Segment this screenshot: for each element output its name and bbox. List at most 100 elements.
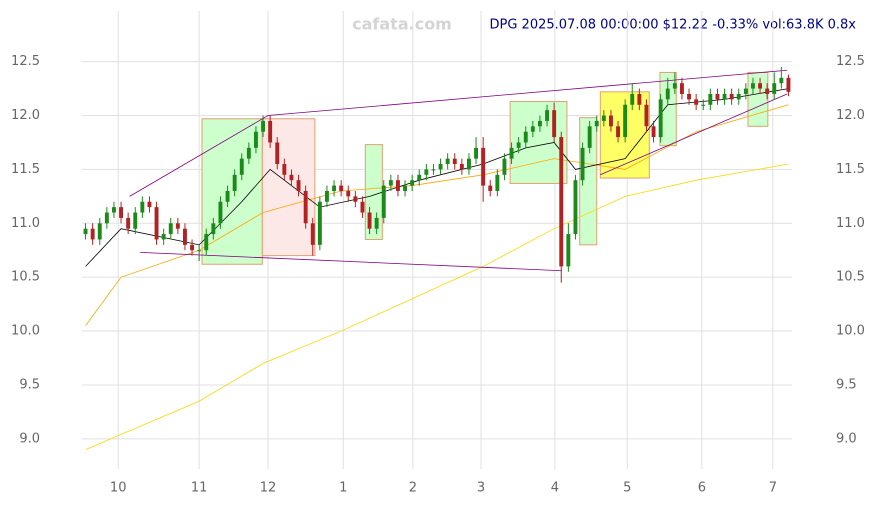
candle-body — [708, 93, 713, 105]
candle-body — [246, 147, 251, 159]
candle-body — [268, 120, 273, 143]
candle-body — [232, 174, 237, 191]
box — [201, 118, 263, 265]
candle-body — [502, 158, 507, 175]
x-tick-label: 12 — [260, 481, 277, 496]
candle-body — [111, 207, 116, 213]
candle-body — [779, 77, 784, 84]
candle-body — [665, 88, 670, 100]
candle-body — [679, 83, 684, 94]
candle-body — [651, 126, 656, 138]
candle-body — [530, 126, 535, 132]
candle-body — [310, 223, 315, 245]
y-tick-label: 11.5 — [11, 162, 40, 177]
candle-body — [608, 115, 613, 127]
trend-line — [129, 69, 788, 197]
candle-body — [644, 104, 649, 127]
candle-body — [736, 93, 741, 100]
y-tick-label-right: 10.5 — [836, 270, 865, 285]
candle-body — [175, 223, 180, 229]
candle-body — [190, 244, 195, 251]
candle-body — [324, 190, 329, 202]
candle-body — [722, 93, 727, 100]
candle-body — [559, 137, 564, 267]
candle-body — [481, 147, 486, 186]
candle-body — [537, 120, 542, 127]
trend-line — [140, 251, 562, 272]
candle-body — [253, 131, 258, 148]
x-tick-label: 5 — [623, 481, 631, 496]
candle-body — [459, 164, 464, 170]
candle-body — [743, 88, 748, 94]
candle-body — [466, 158, 471, 170]
candle-body — [353, 196, 358, 202]
candle-body — [410, 180, 415, 186]
y-tick-label: 10.5 — [11, 270, 40, 285]
candle-body — [367, 212, 372, 229]
candle-body — [474, 147, 479, 159]
candle-body — [452, 158, 457, 165]
candle-body — [672, 83, 677, 89]
moving-average — [85, 163, 789, 450]
candle-body — [97, 223, 102, 240]
candle-body — [261, 120, 266, 132]
candle-body — [573, 180, 578, 235]
candle-body — [715, 93, 720, 100]
candle-body — [580, 147, 585, 181]
y-tick-label: 12.0 — [11, 108, 40, 123]
candle-body — [601, 115, 606, 121]
candle-body — [552, 110, 557, 138]
candle-body — [523, 131, 528, 143]
candle-body — [786, 77, 791, 92]
candle-body — [218, 201, 223, 224]
candle-body — [332, 185, 337, 191]
candle-body — [168, 223, 173, 235]
candle-body — [417, 174, 422, 181]
candle-body — [594, 120, 599, 127]
candle-body — [90, 228, 95, 240]
candle-body — [424, 169, 429, 175]
candle-body — [729, 93, 734, 100]
y-tick-label-right: 12.0 — [836, 108, 865, 123]
candle-body — [388, 180, 393, 186]
trend-line — [600, 93, 788, 176]
candle-body — [395, 180, 400, 191]
candle-body — [687, 93, 692, 100]
candle-body — [275, 142, 280, 165]
x-tick-label: 10 — [110, 481, 127, 496]
chart-title: DPG 2025.07.08 00:00:00 $12.22 -0.33% vo… — [490, 18, 857, 33]
y-tick-label: 10.0 — [11, 324, 40, 339]
watermark: cafata.com — [352, 15, 452, 34]
candle-body — [658, 99, 663, 138]
candle-body — [616, 126, 621, 138]
y-tick-label-right: 9.0 — [836, 431, 857, 446]
candle-body — [161, 234, 166, 240]
y-tick-label: 9.0 — [19, 431, 40, 446]
candle-body — [154, 207, 159, 240]
candle-body — [545, 110, 550, 121]
candle-body — [694, 99, 699, 105]
candle-body — [488, 185, 493, 191]
candle-body — [637, 93, 642, 105]
candle-body — [765, 88, 770, 94]
candle-body — [239, 158, 244, 175]
candle-body — [566, 234, 571, 267]
x-tick-label: 6 — [698, 481, 706, 496]
x-tick-label: 7 — [769, 481, 777, 496]
candle-body — [360, 201, 365, 213]
candle-body — [140, 201, 145, 213]
candle-body — [83, 228, 88, 235]
candle-body — [509, 147, 514, 159]
candle-body — [225, 190, 230, 202]
y-tick-label-right: 10.0 — [836, 324, 865, 339]
candle-body — [282, 164, 287, 175]
candle-body — [495, 174, 500, 191]
y-tick-label-right: 11.0 — [836, 216, 865, 231]
candle-body — [587, 126, 592, 148]
candle-body — [630, 93, 635, 105]
y-tick-label: 12.5 — [11, 54, 40, 69]
candle-body — [126, 217, 131, 229]
candle-body — [381, 185, 386, 218]
y-tick-label-right: 12.5 — [836, 54, 865, 69]
